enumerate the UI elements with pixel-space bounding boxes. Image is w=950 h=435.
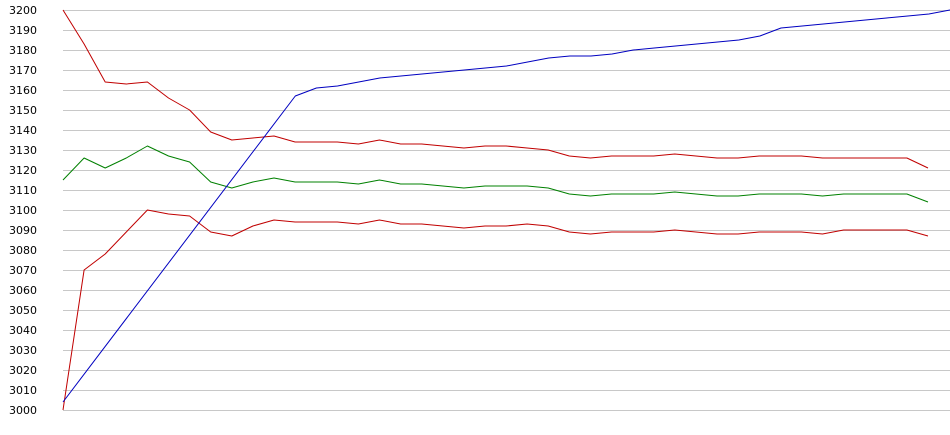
y-tick-label: 3130 <box>9 144 37 157</box>
y-tick-label: 3050 <box>9 304 37 317</box>
grid-lines <box>63 10 950 411</box>
y-tick-label: 3100 <box>9 204 37 217</box>
series-line-1 <box>62 9 929 169</box>
y-tick-label: 3190 <box>9 24 37 37</box>
y-tick-label: 3120 <box>9 164 37 177</box>
y-tick-label: 3180 <box>9 44 37 57</box>
y-tick-label: 3090 <box>9 224 37 237</box>
series-lines <box>62 9 950 411</box>
y-tick-label: 3070 <box>9 264 37 277</box>
y-tick-label: 3150 <box>9 104 37 117</box>
y-tick-label: 3020 <box>9 364 37 377</box>
y-tick-label: 3110 <box>9 184 37 197</box>
y-tick-label: 3160 <box>9 84 37 97</box>
y-tick-label: 3080 <box>9 244 37 257</box>
series-line-3 <box>62 209 929 411</box>
y-tick-label: 3200 <box>9 4 37 17</box>
y-tick-label: 3140 <box>9 124 37 137</box>
y-axis-tick-labels: 3000 3010 3020 3030 3040 3050 3060 3070 3080 3090… <box>9 4 37 417</box>
y-tick-label: 3010 <box>9 384 37 397</box>
series-line-4 <box>62 9 950 403</box>
y-tick-label: 3060 <box>9 284 37 297</box>
y-tick-label: 3040 <box>9 324 37 337</box>
y-tick-label: 3170 <box>9 64 37 77</box>
series-line-2 <box>62 145 929 203</box>
y-tick-label: 3030 <box>9 344 37 357</box>
y-tick-label: 3000 <box>9 404 37 417</box>
